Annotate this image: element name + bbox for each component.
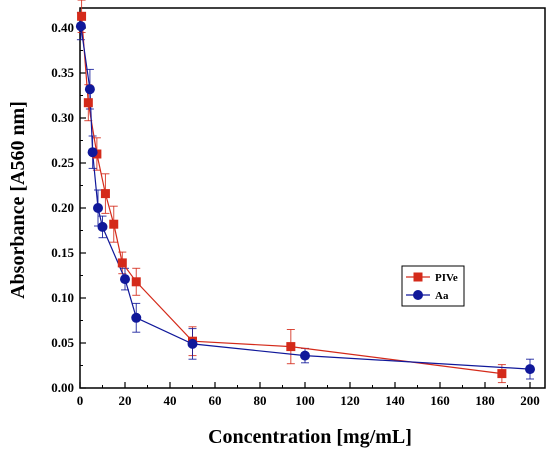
data-point-aa [75,21,86,32]
legend-marker-aa [413,290,423,300]
data-point-pive [100,189,110,199]
data-point-pive [286,342,296,352]
series-lines [80,16,531,375]
legend-marker-pive [413,272,423,282]
y-tick-label: 0.05 [51,335,74,350]
data-point-pive [131,277,141,287]
x-tick-label: 120 [340,393,360,408]
data-point-aa [97,221,108,232]
series-line-aa [80,26,531,370]
data-point-pive [497,369,507,379]
data-point-aa [87,147,98,158]
plot-axes: 0 20 40 60 80 100 120 140 160 180 200 0.00 0.05 0.10 0… [51,7,546,408]
legend: PIVe Aa [401,265,465,307]
data-point-aa [120,274,130,285]
x-tick-label: 200 [520,393,540,408]
data-point-aa [525,364,535,375]
y-tick-label: 0.30 [51,110,74,125]
data-point-aa [131,312,142,323]
legend-label-pive: PIVe [435,272,458,284]
data-point-aa [84,84,95,95]
y-tick-label: 0.20 [51,200,74,215]
y-tick-label: 0.00 [51,380,74,395]
y-tick-label: 0.10 [51,290,74,305]
y-tick-label: 0.35 [51,65,74,80]
x-tick-label: 140 [385,393,405,408]
data-point-aa [187,338,198,349]
data-point-pive [77,11,87,21]
x-tick-label: 180 [475,393,495,408]
x-tick-label: 100 [295,393,315,408]
x-tick-label: 80 [254,393,267,408]
y-tick-label: 0.15 [51,245,74,260]
data-point-aa [93,203,103,213]
x-tick-label: 0 [77,393,84,408]
error-bars [76,0,534,384]
data-point-pive [109,219,119,229]
data-markers [75,11,535,379]
plot-frame [79,7,546,389]
legend-label-aa: Aa [435,290,449,302]
y-axis-title: Absorbance [A560 nm] [7,101,29,299]
y-tick-label: 0.25 [51,155,74,170]
series-line-pive [81,16,502,375]
data-point-pive [83,98,93,108]
x-axis-title: Concentration [mg/mL] [208,426,412,448]
x-tick-label: 20 [119,393,132,408]
x-tick-label: 40 [164,393,177,408]
y-tick-label: 0.40 [51,20,74,35]
x-tick-label: 60 [209,393,222,408]
data-point-pive [117,258,127,268]
data-point-aa [300,350,310,361]
legend-box [401,265,465,307]
x-tick-label: 160 [430,393,450,408]
